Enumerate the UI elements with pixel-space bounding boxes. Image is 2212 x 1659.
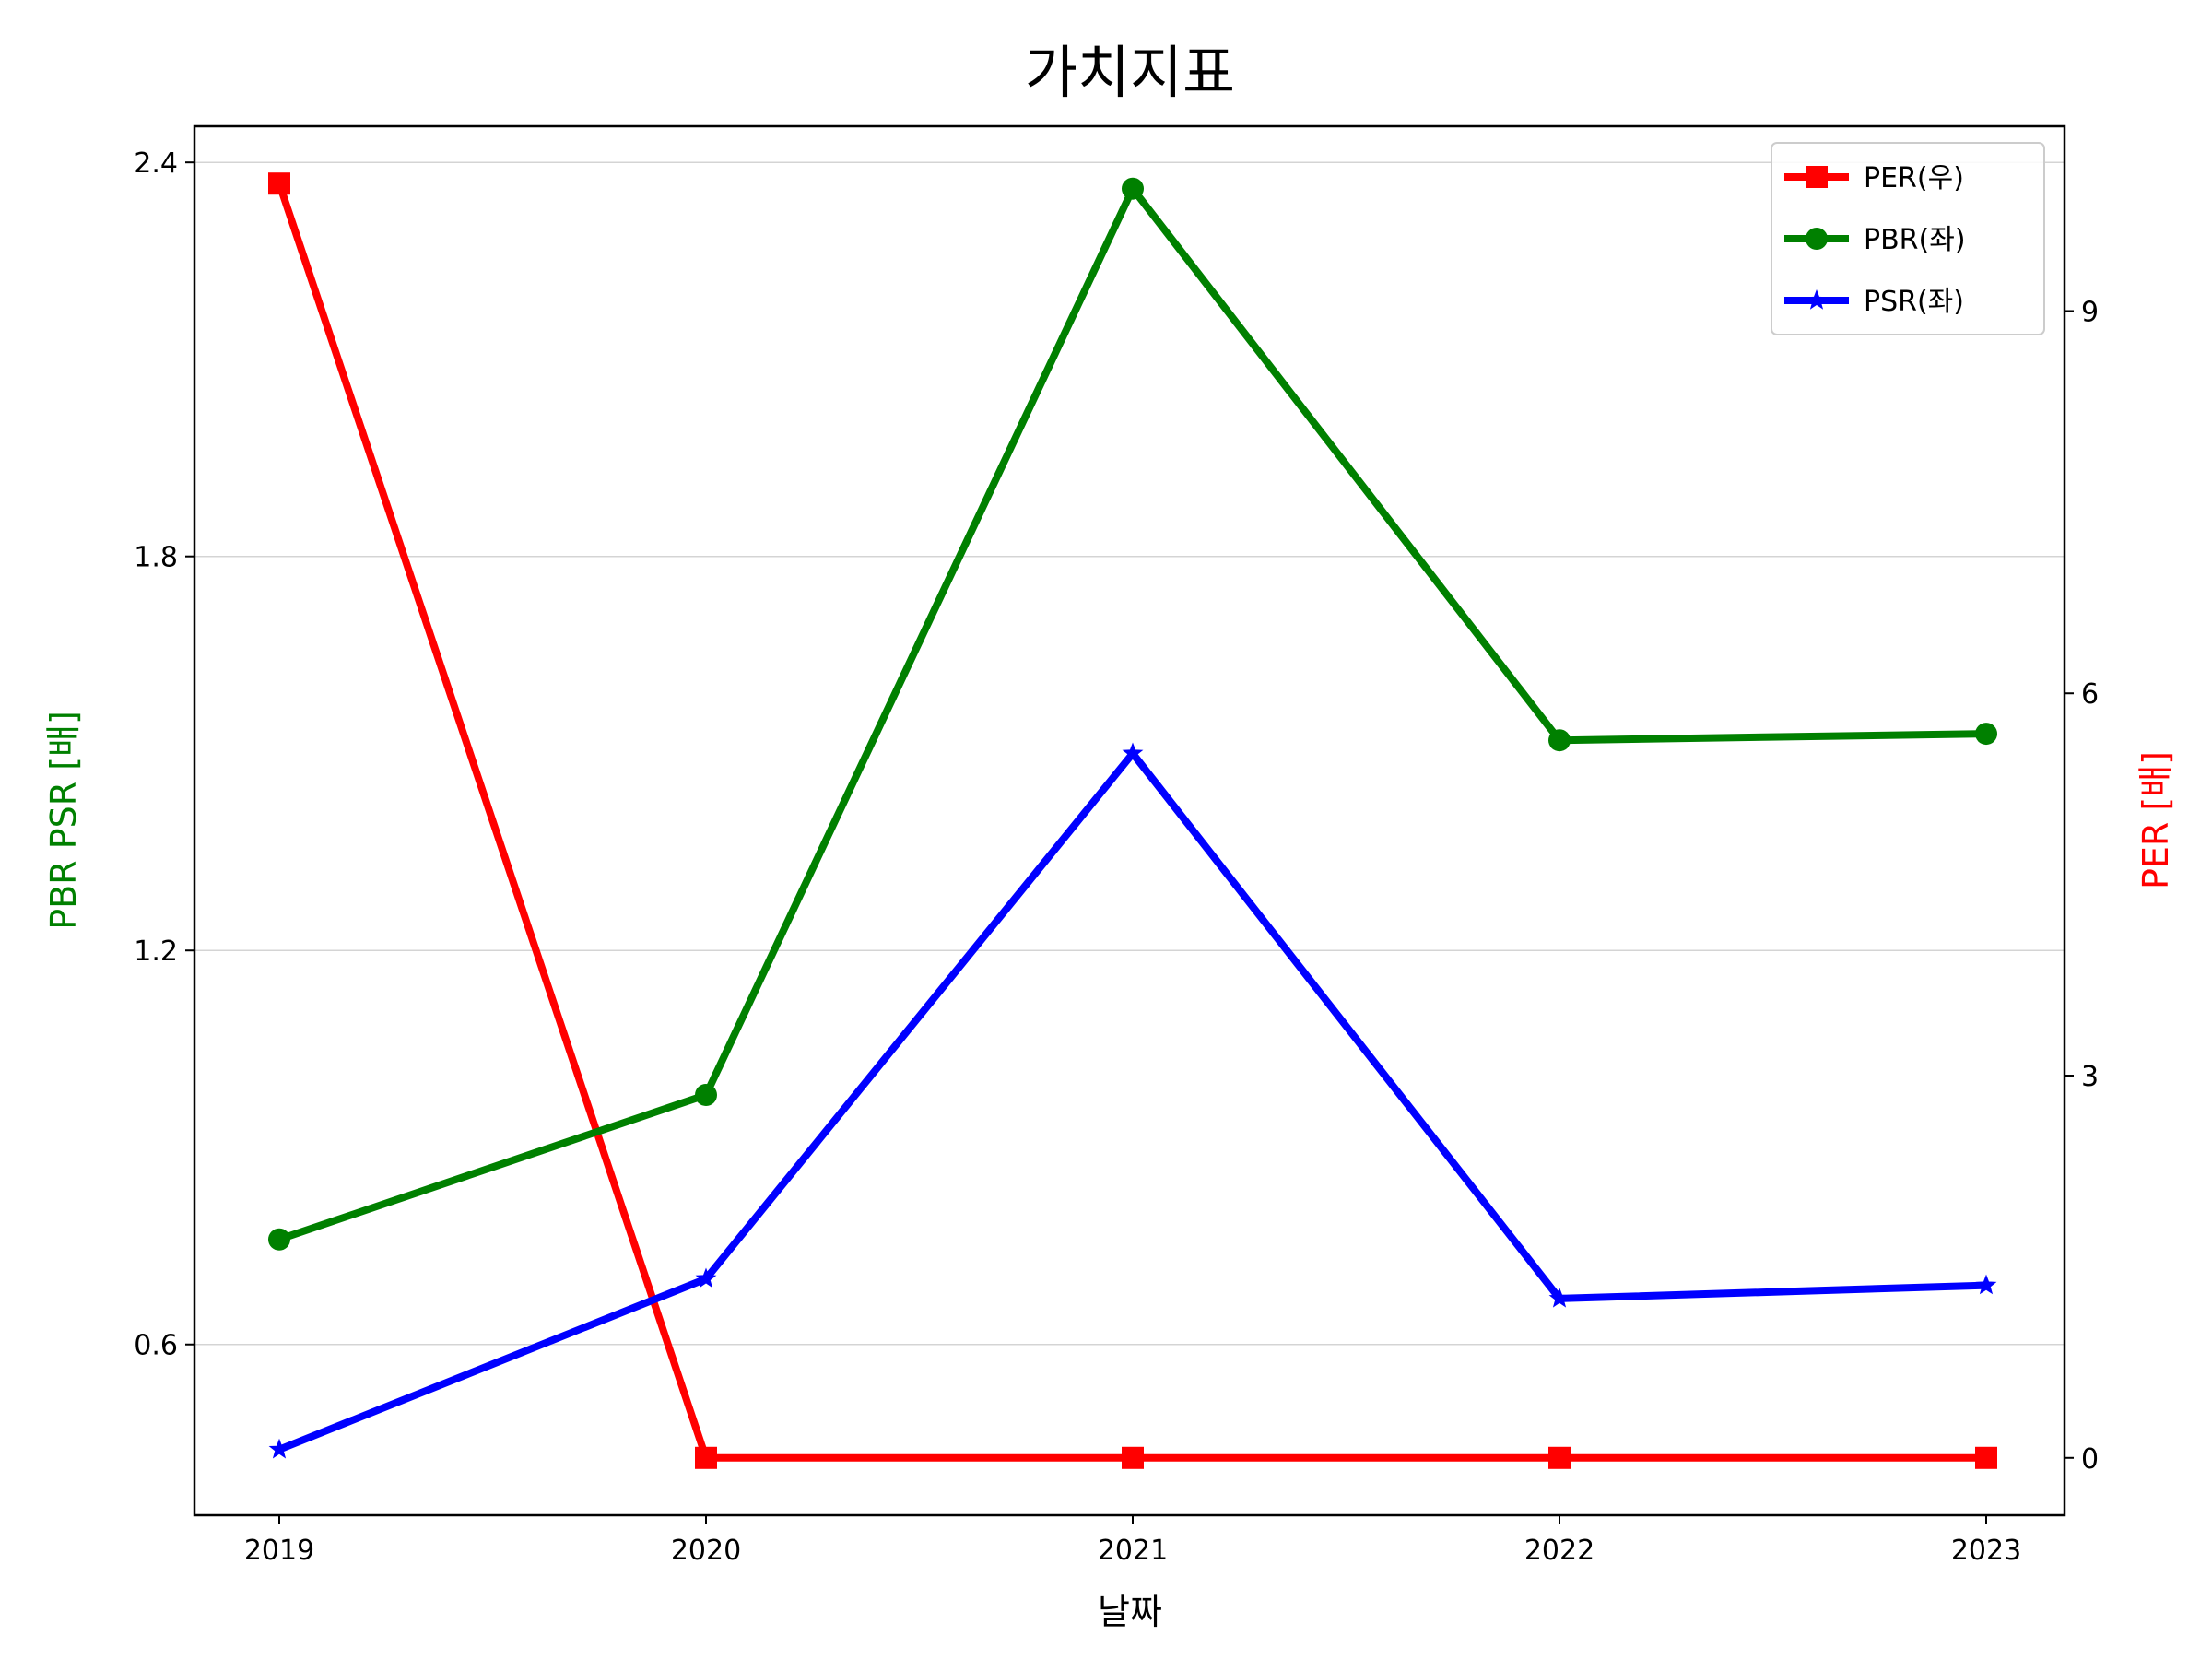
series-1-point-1 — [695, 1083, 717, 1106]
series-2-point-0 — [268, 1438, 290, 1459]
legend: PER(우) PBR(좌) PSR(좌) — [1771, 142, 2045, 335]
series-0-point-1 — [695, 1446, 717, 1469]
chart-title: 가치지표 — [1025, 39, 1235, 106]
grid-layer — [194, 161, 2065, 1346]
series-0-point-0 — [268, 172, 290, 195]
y-right-tick-label-3: 9 — [2081, 296, 2099, 328]
x-tick-label-4: 2023 — [1951, 1535, 2021, 1567]
plot-frame — [193, 124, 2066, 1517]
y-right-tick-label-1: 3 — [2081, 1061, 2099, 1093]
series-0-line — [276, 180, 1990, 1462]
x-tick-label-3: 2022 — [1524, 1535, 1594, 1567]
series-2 — [268, 742, 1997, 1459]
legend-label-0: PER(우) — [1864, 162, 1964, 194]
legend-label-1: PBR(좌) — [1864, 224, 1966, 256]
legend-item-0: PER(우) — [1784, 162, 1964, 194]
y-axis-title-right: PER [배] — [2136, 751, 2176, 889]
series-1-point-4 — [1975, 723, 1997, 746]
series-0 — [268, 172, 1997, 1469]
x-axis: 2019 2020 2021 2022 2023 — [244, 1515, 2021, 1567]
y-axis-right: 0 3 6 9 — [2065, 296, 2099, 1476]
series-2-point-4 — [1975, 1274, 1997, 1295]
series-1-point-3 — [1548, 729, 1571, 752]
y-axis-title-left: PBR PSR [배] — [43, 711, 84, 930]
y-left-tick-label-2: 1.8 — [134, 542, 178, 574]
series-2-point-2 — [1122, 742, 1144, 763]
y-left-tick-label-1: 1.2 — [134, 935, 178, 968]
series-0-point-3 — [1548, 1446, 1571, 1469]
series-1 — [268, 177, 1997, 1251]
series-0-point-4 — [1975, 1446, 1997, 1469]
y-right-tick-label-2: 6 — [2081, 678, 2099, 711]
x-axis-title: 날짜 — [1098, 1592, 1162, 1632]
legend-frame — [1771, 142, 2045, 335]
y-right-tick-label-0: 0 — [2081, 1443, 2099, 1476]
series-1-point-0 — [268, 1228, 290, 1251]
x-tick-label-1: 2020 — [671, 1535, 741, 1567]
legend-label-2: PSR(좌) — [1864, 286, 1964, 318]
y-axis-left: 0.6 1.2 1.8 2.4 — [134, 147, 194, 1362]
legend-item-2: PSR(좌) — [1784, 286, 1964, 318]
legend-item-1: PBR(좌) — [1784, 224, 1966, 256]
series-1-point-2 — [1122, 177, 1144, 200]
legend-swatch-marker-2 — [1806, 289, 1828, 310]
y-left-tick-label-3: 2.4 — [134, 147, 178, 180]
series-0-point-2 — [1122, 1446, 1144, 1469]
series-layer — [268, 172, 1997, 1469]
series-1-line — [276, 184, 1990, 1243]
series-2-point-3 — [1548, 1287, 1571, 1308]
legend-swatch-marker-0 — [1806, 166, 1828, 188]
legend-swatch-marker-1 — [1806, 228, 1828, 250]
series-2-point-1 — [695, 1267, 717, 1288]
x-tick-label-0: 2019 — [244, 1535, 314, 1567]
y-left-tick-label-0: 0.6 — [134, 1330, 178, 1362]
x-tick-label-2: 2021 — [1098, 1535, 1168, 1567]
